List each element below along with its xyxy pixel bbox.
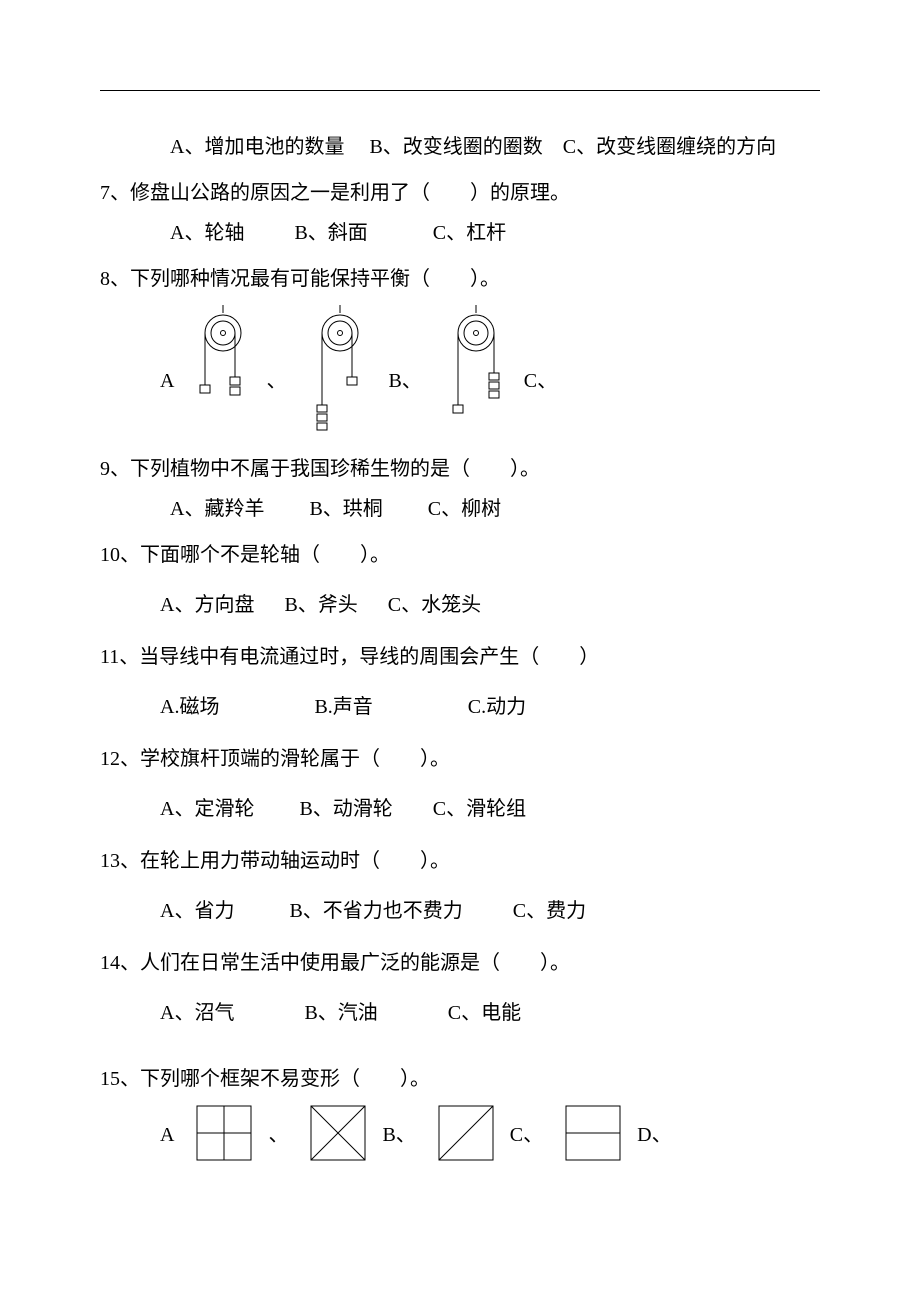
q11-opt-c: C.动力 [468, 696, 526, 718]
q9-opt-b: B、珙桐 [309, 498, 382, 520]
q12-opt-b: B、动滑轮 [299, 798, 392, 820]
q7-opt-a: A、轮轴 [170, 222, 244, 244]
q7-opt-b: B、斜面 [294, 222, 367, 244]
q11-options: A.磁场 B.声音 C.动力 [160, 691, 820, 723]
q12-options: A、定滑轮 B、动滑轮 C、滑轮组 [160, 793, 820, 825]
q11-stem: 11、当导线中有电流通过时，导线的周围会产生（ ） [100, 641, 820, 673]
q10-stem: 10、下面哪个不是轮轴（ ）。 [100, 539, 820, 571]
q8-diagrams: A 、 [160, 305, 820, 435]
q9-opt-a: A、藏羚羊 [170, 498, 264, 520]
q13-options: A、省力 B、不省力也不费力 C、费力 [160, 895, 820, 927]
pulley-diagram-b [300, 305, 380, 435]
frame-diagram-d [565, 1105, 621, 1161]
q14-opt-a: A、沼气 [160, 1002, 234, 1024]
q14-stem: 14、人们在日常生活中使用最广泛的能源是（ ）。 [100, 947, 820, 979]
pulley-diagram-c [436, 305, 516, 435]
q8-sep-a: 、 [266, 365, 286, 397]
q9-options: A、藏羚羊 B、珙桐 C、柳树 [170, 493, 820, 525]
q12-opt-c: C、滑轮组 [433, 798, 526, 820]
q15-diagrams: A 、 B、 C、 [160, 1105, 820, 1161]
q7-stem: 7、修盘山公路的原因之一是利用了（ ）的原理。 [100, 177, 820, 209]
q11-opt-b: B.声音 [314, 696, 372, 718]
q9-opt-c: C、柳树 [428, 498, 501, 520]
page-rule [100, 90, 820, 91]
pulley-diagram-a [188, 305, 258, 435]
q8-label-b: B、 [388, 365, 421, 397]
q11-opt-a: A.磁场 [160, 696, 219, 718]
q9-stem: 9、下列植物中不属于我国珍稀生物的是（ ）。 [100, 453, 820, 485]
q14-opt-b: B、汽油 [304, 1002, 377, 1024]
q6-opt-a: A、增加电池的数量 [170, 136, 344, 158]
q6-options: A、增加电池的数量 B、改变线圈的圈数 C、改变线圈缠绕的方向 [170, 131, 820, 163]
q8-label-c: C、 [524, 365, 557, 397]
q10-opt-b: B、斧头 [284, 594, 357, 616]
q7-opt-c: C、杠杆 [433, 222, 506, 244]
q13-opt-c: C、费力 [513, 900, 586, 922]
q12-opt-a: A、定滑轮 [160, 798, 254, 820]
q15-label-d: D、 [637, 1119, 671, 1151]
q15-label-a: A [160, 1119, 174, 1151]
frame-diagram-a [196, 1105, 252, 1161]
q15-label-b: B、 [382, 1119, 415, 1151]
q10-options: A、方向盘 B、斧头 C、水笼头 [160, 589, 820, 621]
frame-diagram-c [438, 1105, 494, 1161]
q13-opt-a: A、省力 [160, 900, 234, 922]
q7-options: A、轮轴 B、斜面 C、杠杆 [170, 217, 820, 249]
q14-options: A、沼气 B、汽油 C、电能 [160, 997, 820, 1029]
q15-sep-a: 、 [268, 1119, 288, 1151]
frame-diagram-b [310, 1105, 366, 1161]
q14-opt-c: C、电能 [448, 1002, 521, 1024]
q15-stem: 15、下列哪个框架不易变形（ ）。 [100, 1063, 820, 1095]
q8-label-a: A [160, 365, 174, 397]
q8-stem: 8、下列哪种情况最有可能保持平衡（ ）。 [100, 263, 820, 295]
q6-opt-b: B、改变线圈的圈数 [369, 136, 542, 158]
q6-opt-c: C、改变线圈缠绕的方向 [563, 136, 776, 158]
q13-stem: 13、在轮上用力带动轴运动时（ ）。 [100, 845, 820, 877]
q15-label-c: C、 [510, 1119, 543, 1151]
q10-opt-c: C、水笼头 [388, 594, 481, 616]
q12-stem: 12、学校旗杆顶端的滑轮属于（ ）。 [100, 743, 820, 775]
q10-opt-a: A、方向盘 [160, 594, 254, 616]
q13-opt-b: B、不省力也不费力 [289, 900, 462, 922]
